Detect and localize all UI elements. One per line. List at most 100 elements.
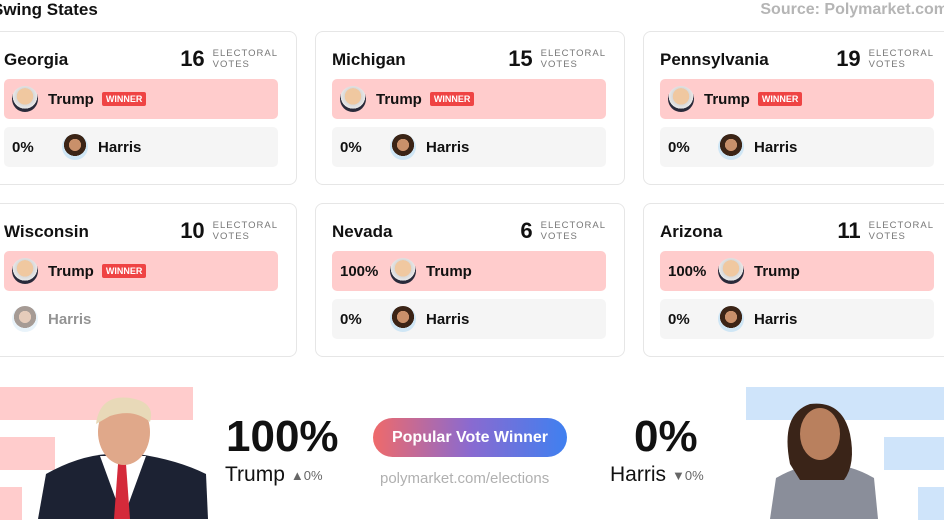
electoral-votes-label: ELECTORAL VOTES (541, 48, 606, 70)
state-name: Pennsylvania (660, 50, 769, 69)
harris-avatar (390, 306, 416, 332)
trump-bar (0, 487, 22, 520)
candidate-name: Trump (754, 262, 800, 280)
change-value: 0% (303, 467, 323, 483)
harris-avatar (390, 134, 416, 160)
trump-avatar (12, 258, 38, 284)
harris-popular-name: Harris ▼0% (610, 463, 704, 487)
candidate-pct: 100% (340, 262, 379, 280)
candidate-row-harris[interactable]: 0% Harris (4, 127, 278, 167)
trump-bar (0, 437, 55, 470)
candidate-name: Harris (610, 463, 666, 486)
source-label: Source: Polymarket.com (760, 1, 944, 18)
candidate-row-harris[interactable]: 0% Harris (660, 127, 934, 167)
caret-down-icon: ▼ (672, 467, 685, 483)
votes-label: VOTES (212, 231, 250, 242)
candidate-row-harris[interactable]: 0% Harris (332, 299, 606, 339)
trump-popular-pct: 100% (226, 412, 339, 461)
electoral-label: ELECTORAL (540, 220, 606, 231)
candidate-pct: 100% (668, 262, 707, 280)
candidate-name: Trump (704, 90, 750, 108)
candidate-name: Harris (98, 138, 142, 156)
candidate-name: Harris (426, 138, 470, 156)
harris-avatar (12, 306, 38, 332)
candidate-name: Trump (48, 90, 94, 108)
votes-label: VOTES (540, 231, 578, 242)
electoral-label: ELECTORAL (212, 48, 278, 59)
state-card-georgia[interactable]: Georgia 16 ELECTORAL VOTES Trump WINNER 0% Har… (0, 31, 297, 185)
state-name: Nevada (332, 222, 393, 241)
state-name: Wisconsin (4, 222, 89, 241)
popular-vote-winner-badge: Popular Vote Winner (373, 418, 567, 457)
candidate-row-trump[interactable]: Trump WINNER (4, 79, 278, 119)
harris-photo (770, 403, 878, 519)
electoral-label: ELECTORAL (212, 220, 278, 231)
electoral-label: ELECTORAL (868, 220, 934, 231)
candidate-row-trump[interactable]: Trump WINNER (660, 79, 934, 119)
candidate-name: Harris (754, 138, 798, 156)
electoral-vote-count: 6 (520, 218, 533, 243)
candidate-row-trump[interactable]: 100% Trump (332, 251, 606, 291)
candidate-name: Trump (426, 262, 472, 280)
candidate-name: Trump (48, 262, 94, 280)
candidate-row-trump[interactable]: 100% Trump (660, 251, 934, 291)
electoral-vote-count: 15 (508, 46, 533, 71)
winner-badge: WINNER (101, 92, 147, 106)
state-card-michigan[interactable]: Michigan 15 ELECTORAL VOTES Trump WINNER 0% Ha… (315, 31, 625, 185)
candidate-row-harris[interactable]: 0% Harris (332, 127, 606, 167)
winner-badge: WINNER (757, 92, 803, 106)
electoral-votes-label: ELECTORAL VOTES (213, 220, 278, 242)
votes-label: VOTES (868, 59, 906, 70)
trump-avatar (12, 86, 38, 112)
harris-change: ▼0% (672, 468, 704, 483)
electoral-votes-label: ELECTORAL VOTES (869, 220, 934, 242)
source-url[interactable]: polymarket.com/elections (380, 470, 550, 487)
candidate-pct: 0% (668, 138, 690, 156)
candidate-row-trump[interactable]: Trump WINNER (332, 79, 606, 119)
candidate-name: Harris (426, 310, 470, 328)
state-card-wisconsin[interactable]: Wisconsin 10 ELECTORAL VOTES Trump WINNER Har… (0, 203, 297, 357)
electoral-votes-label: ELECTORAL VOTES (213, 48, 278, 70)
candidate-pct: 0% (668, 310, 690, 328)
state-name: Arizona (660, 222, 723, 241)
candidate-name: Harris (48, 310, 92, 328)
electoral-votes: 16 ELECTORAL VOTES (180, 46, 278, 72)
trump-bar (0, 387, 193, 420)
caret-up-icon: ▲ (290, 467, 304, 483)
trump-avatar (668, 86, 694, 112)
votes-label: VOTES (212, 59, 250, 70)
electoral-vote-count: 16 (180, 46, 205, 71)
candidate-row-trump[interactable]: Trump WINNER (4, 251, 278, 291)
electoral-votes: 19 ELECTORAL VOTES (836, 46, 934, 72)
electoral-vote-count: 11 (837, 218, 861, 243)
electoral-votes: 6 ELECTORAL VOTES (520, 218, 606, 244)
trump-avatar (390, 258, 416, 284)
votes-label: VOTES (868, 231, 906, 242)
candidate-name: Harris (754, 310, 798, 328)
harris-bar (918, 487, 944, 520)
trump-avatar (718, 258, 744, 284)
state-name: Georgia (4, 50, 69, 69)
electoral-vote-count: 10 (180, 218, 205, 243)
trump-photo (38, 397, 208, 519)
candidate-pct: 0% (340, 310, 362, 328)
electoral-label: ELECTORAL (868, 48, 934, 59)
votes-label: VOTES (540, 59, 578, 70)
candidate-name: Trump (376, 90, 422, 108)
state-card-pennsylvania[interactable]: Pennsylvania 19 ELECTORAL VOTES Trump WINNER… (643, 31, 944, 185)
electoral-vote-count: 19 (836, 46, 861, 71)
winner-badge: WINNER (429, 92, 475, 106)
candidate-pct: 0% (12, 138, 34, 156)
candidate-row-harris[interactable]: Harris (4, 299, 278, 339)
electoral-votes: 10 ELECTORAL VOTES (180, 218, 278, 244)
electoral-votes: 15 ELECTORAL VOTES (508, 46, 606, 72)
electoral-votes-label: ELECTORAL VOTES (869, 48, 934, 70)
harris-avatar (718, 306, 744, 332)
state-card-arizona[interactable]: Arizona 11 ELECTORAL VOTES 100% Trump 0% Harri… (643, 203, 944, 357)
candidate-row-harris[interactable]: 0% Harris (660, 299, 934, 339)
state-name: Michigan (332, 50, 406, 69)
trump-change: ▲0% (291, 468, 323, 483)
trump-popular-name: Trump ▲0% (225, 463, 323, 487)
state-card-nevada[interactable]: Nevada 6 ELECTORAL VOTES 100% Trump 0% Harris (315, 203, 625, 357)
candidate-name: Trump (225, 463, 285, 486)
